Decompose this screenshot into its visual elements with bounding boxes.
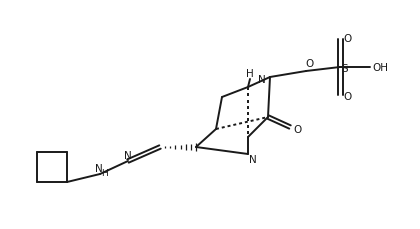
Text: O: O [305,59,313,69]
Text: N: N [258,75,266,85]
Text: N: N [249,154,257,164]
Text: S: S [342,64,348,74]
Text: H: H [102,168,108,177]
Text: O: O [344,92,352,101]
Text: OH: OH [372,63,388,73]
Text: H: H [246,69,254,79]
Text: N: N [95,163,103,173]
Text: O: O [294,124,302,134]
Text: O: O [344,34,352,44]
Text: N: N [124,150,132,160]
